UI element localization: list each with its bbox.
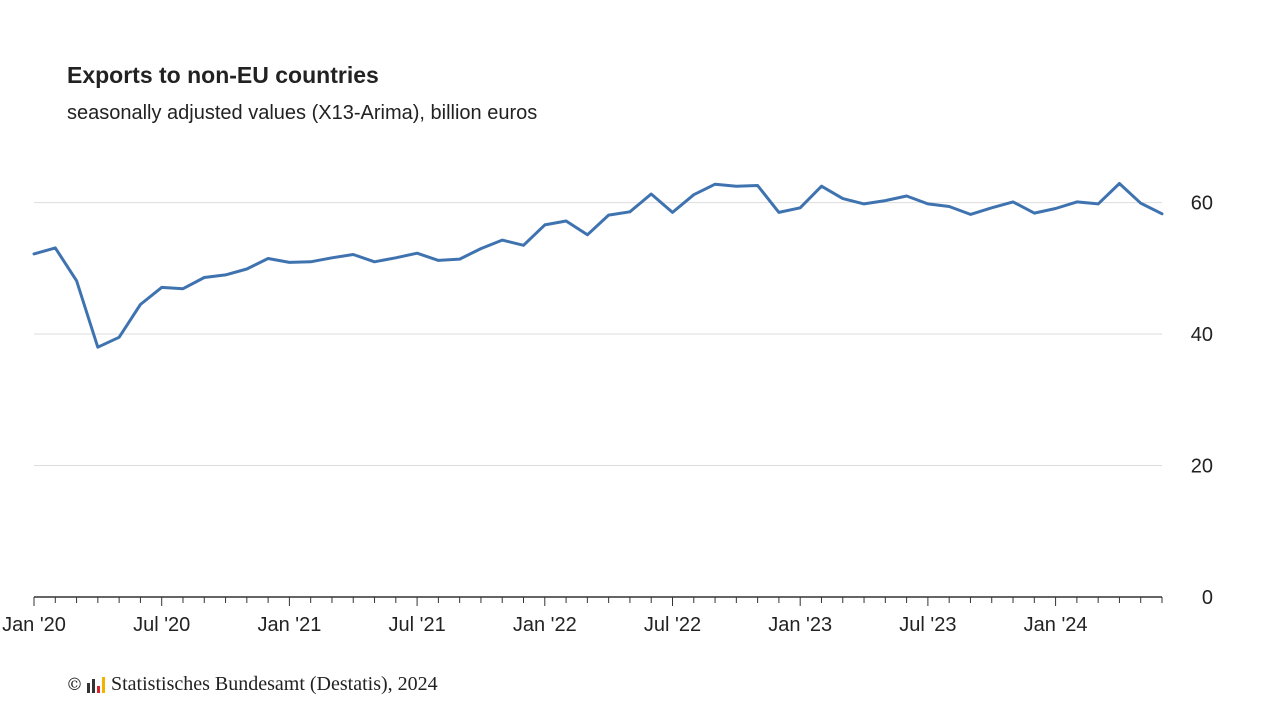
- x-tick-label: Jul '22: [644, 614, 701, 636]
- data-point: [160, 285, 164, 289]
- y-tick-label-60: 60: [1191, 193, 1213, 215]
- y-tick-label-20: 20: [1191, 456, 1213, 478]
- chart-subtitle: seasonally adjusted values (X13-Arima), …: [67, 102, 538, 124]
- data-point: [841, 197, 845, 201]
- data-point: [713, 182, 717, 186]
- data-point: [479, 247, 483, 251]
- data-point: [117, 335, 121, 339]
- data-point: [798, 206, 802, 210]
- data-point: [734, 184, 738, 188]
- data-point: [968, 212, 972, 216]
- data-point: [926, 202, 930, 206]
- data-point: [670, 210, 674, 214]
- data-point: [990, 206, 994, 210]
- data-point: [947, 205, 951, 209]
- data-point: [1032, 211, 1036, 215]
- data-point: [266, 256, 270, 260]
- data-point: [436, 258, 440, 262]
- data-point: [1096, 202, 1100, 206]
- data-point: [394, 256, 398, 260]
- y-tick-label-0: 0: [1202, 587, 1213, 609]
- data-point: [585, 233, 589, 237]
- data-point: [564, 219, 568, 223]
- data-point: [1139, 201, 1143, 205]
- x-tick-label: Jul '20: [133, 614, 190, 636]
- data-point: [351, 253, 355, 257]
- data-point: [1075, 200, 1079, 204]
- data-point: [628, 210, 632, 214]
- data-point: [1054, 207, 1058, 211]
- x-tick-label: Jul '21: [389, 614, 446, 636]
- data-point: [522, 243, 526, 247]
- data-point: [905, 194, 909, 198]
- chart-title: Exports to non-EU countries: [67, 62, 379, 88]
- data-point: [1160, 212, 1164, 216]
- x-tick-label: Jan '20: [2, 614, 66, 636]
- destatis-logo-icon: [87, 676, 105, 693]
- copyright-symbol: ©: [66, 674, 83, 695]
- data-point: [75, 279, 79, 283]
- data-point: [415, 251, 419, 255]
- data-point: [500, 238, 504, 242]
- x-tick-label: Jan '24: [1024, 614, 1088, 636]
- data-point: [649, 192, 653, 196]
- data-point: [543, 223, 547, 227]
- data-point: [819, 184, 823, 188]
- data-point: [96, 345, 100, 349]
- data-point: [756, 183, 760, 187]
- data-point: [202, 276, 206, 280]
- data-point: [883, 199, 887, 203]
- x-tick-label: Jan '22: [513, 614, 577, 636]
- series-line-0: [32, 182, 1164, 349]
- data-point: [181, 287, 185, 291]
- data-point: [607, 213, 611, 217]
- data-point: [458, 257, 462, 261]
- data-point: [1011, 200, 1015, 204]
- data-point: [862, 202, 866, 206]
- x-tick-label: Jan '23: [768, 614, 832, 636]
- data-point: [245, 267, 249, 271]
- data-point: [224, 273, 228, 277]
- data-point: [692, 193, 696, 197]
- y-tick-label-40: 40: [1191, 324, 1213, 346]
- data-point: [309, 260, 313, 264]
- source-text: Statistisches Bundesamt (Destatis), 2024: [111, 673, 438, 695]
- data-point: [373, 260, 377, 264]
- data-point: [777, 210, 781, 214]
- x-tick-label: Jul '23: [899, 614, 956, 636]
- x-tick-label: Jan '21: [257, 614, 321, 636]
- data-point: [1117, 182, 1121, 186]
- data-point: [32, 252, 36, 256]
- data-point: [138, 302, 142, 306]
- data-point: [330, 256, 334, 260]
- data-point: [53, 246, 57, 250]
- data-point: [287, 260, 291, 264]
- source-line: © Statistisches Bundesamt (Destatis), 20…: [66, 673, 438, 696]
